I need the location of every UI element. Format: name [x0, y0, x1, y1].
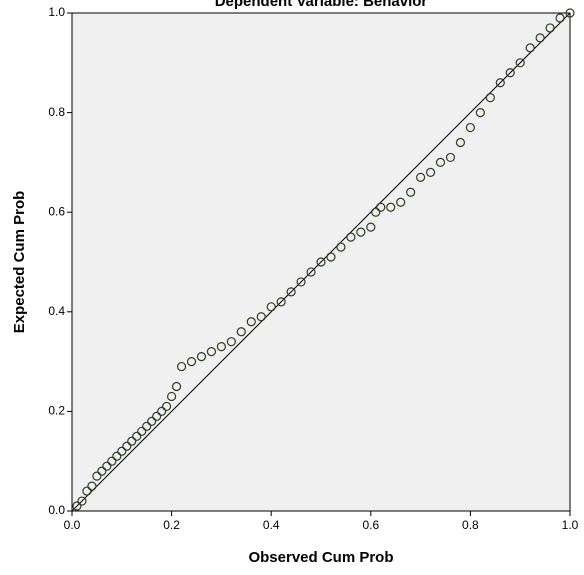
y-tick-label: 0.0 — [48, 503, 65, 517]
point — [137, 426, 147, 436]
point — [236, 327, 246, 337]
point — [376, 202, 386, 212]
point — [102, 461, 112, 471]
point — [226, 337, 236, 347]
point — [555, 13, 565, 23]
x-tick-label: 1.0 — [562, 518, 579, 532]
x-tick-label: 0.0 — [64, 518, 81, 532]
point — [162, 401, 172, 412]
point — [326, 252, 336, 262]
point — [97, 466, 107, 476]
point — [107, 456, 117, 466]
point — [525, 43, 535, 53]
point — [396, 197, 406, 207]
point — [535, 33, 545, 43]
point — [545, 23, 555, 33]
point — [77, 496, 87, 506]
point — [196, 352, 207, 362]
y-tick-label: 0.2 — [48, 404, 65, 418]
point — [157, 406, 167, 416]
point — [356, 227, 366, 237]
y-tick-label: 0.8 — [48, 105, 65, 119]
chart-title: Dependent Variable: Behavior — [215, 0, 428, 10]
point — [152, 411, 162, 421]
x-tick-label: 0.8 — [462, 518, 479, 532]
point — [485, 93, 495, 103]
point — [82, 486, 92, 496]
point — [276, 297, 286, 307]
point — [475, 107, 485, 118]
y-tick-label: 0.4 — [48, 304, 65, 318]
point — [142, 421, 152, 431]
point — [127, 436, 137, 446]
point — [117, 446, 127, 456]
point — [425, 167, 436, 177]
x-tick-label: 0.6 — [362, 518, 379, 532]
point — [336, 242, 346, 252]
point — [371, 207, 381, 217]
point — [455, 137, 466, 148]
point — [346, 232, 356, 242]
point — [435, 157, 446, 167]
point — [386, 202, 396, 212]
y-tick-label: 0.6 — [48, 204, 65, 218]
point — [186, 357, 197, 367]
point — [246, 317, 256, 327]
point — [306, 267, 316, 277]
x-tick-label: 0.4 — [263, 518, 280, 532]
point — [366, 222, 376, 232]
point — [266, 302, 276, 312]
point — [505, 68, 515, 78]
point — [176, 361, 187, 372]
point — [132, 431, 142, 441]
point — [495, 78, 505, 88]
y-axis-label: Expected Cum Prob — [11, 191, 28, 334]
point — [256, 312, 266, 322]
x-tick-label: 0.2 — [163, 518, 180, 532]
point — [206, 347, 217, 357]
point — [216, 342, 226, 352]
point — [515, 58, 525, 68]
point — [171, 381, 182, 392]
point — [445, 152, 456, 163]
point — [565, 8, 575, 18]
point — [416, 172, 426, 182]
point — [296, 277, 306, 287]
point — [406, 187, 416, 197]
point — [92, 471, 102, 481]
point — [72, 501, 82, 511]
point — [167, 391, 177, 402]
point — [87, 481, 97, 491]
point — [286, 287, 296, 297]
point — [316, 257, 326, 267]
point — [147, 416, 157, 426]
y-tick-label: 1.0 — [48, 5, 65, 19]
x-axis-label: Observed Cum Prob — [248, 549, 393, 566]
point — [112, 451, 122, 461]
point — [465, 122, 475, 133]
point — [122, 441, 132, 451]
